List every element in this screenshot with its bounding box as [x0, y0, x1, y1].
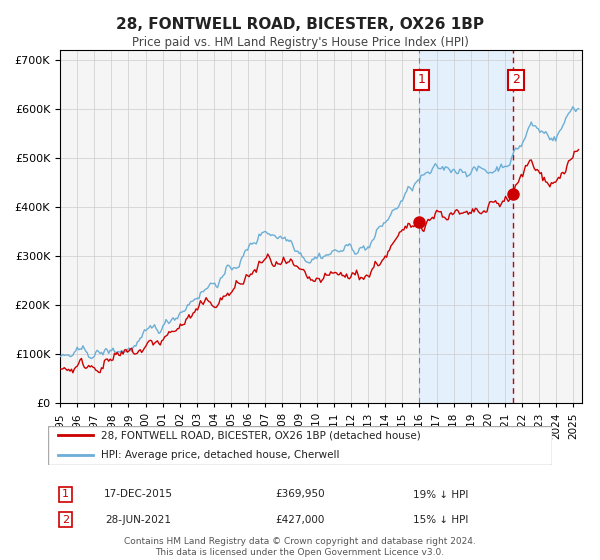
Text: 19% ↓ HPI: 19% ↓ HPI — [413, 489, 469, 500]
Text: 2: 2 — [512, 73, 520, 86]
Text: 17-DEC-2015: 17-DEC-2015 — [104, 489, 173, 500]
Text: 1: 1 — [418, 73, 425, 86]
Text: £369,950: £369,950 — [275, 489, 325, 500]
Text: 28-JUN-2021: 28-JUN-2021 — [106, 515, 172, 525]
Text: Contains HM Land Registry data © Crown copyright and database right 2024.: Contains HM Land Registry data © Crown c… — [124, 537, 476, 546]
Text: This data is licensed under the Open Government Licence v3.0.: This data is licensed under the Open Gov… — [155, 548, 445, 557]
FancyBboxPatch shape — [48, 426, 552, 465]
Text: HPI: Average price, detached house, Cherwell: HPI: Average price, detached house, Cher… — [101, 450, 340, 460]
Text: 15% ↓ HPI: 15% ↓ HPI — [413, 515, 469, 525]
Text: Price paid vs. HM Land Registry's House Price Index (HPI): Price paid vs. HM Land Registry's House … — [131, 36, 469, 49]
Text: 28, FONTWELL ROAD, BICESTER, OX26 1BP: 28, FONTWELL ROAD, BICESTER, OX26 1BP — [116, 17, 484, 32]
Text: £427,000: £427,000 — [275, 515, 325, 525]
Text: 2: 2 — [62, 515, 69, 525]
Text: 28, FONTWELL ROAD, BICESTER, OX26 1BP (detached house): 28, FONTWELL ROAD, BICESTER, OX26 1BP (d… — [101, 431, 421, 440]
Text: 1: 1 — [62, 489, 69, 500]
